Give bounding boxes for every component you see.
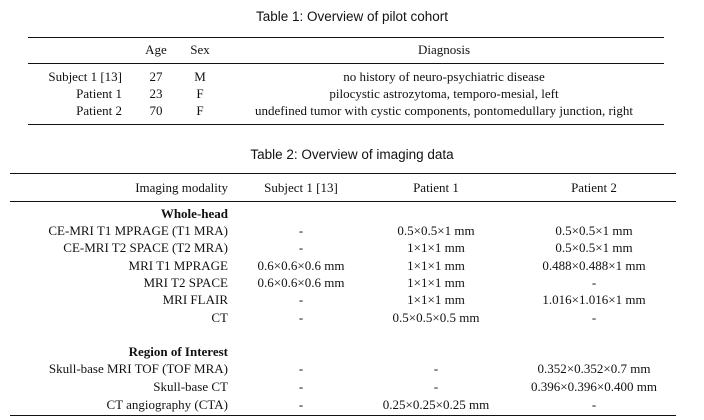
table2-s1-row5-subject1: - — [298, 292, 304, 307]
table1-row2-diagnosis: pilocystic astrozytoma, temporo-mesial, … — [329, 86, 559, 101]
table2-s1-row6-patient1: 0.5×0.5×0.5 mm — [392, 310, 480, 325]
table2-header-patient1: Patient 1 — [413, 180, 459, 195]
table2-s2-row2-modality: Skull-base CT — [153, 379, 228, 394]
table2-header-modality: Imaging modality — [135, 180, 228, 195]
table2-s1-row3-modality: MRI T1 MPRAGE — [128, 258, 228, 273]
table1-row3-subject: Patient 2 — [76, 103, 122, 118]
table2-s1-row6-patient2: - — [591, 310, 597, 325]
table2-s1-row1-modality: CE-MRI T1 MPRAGE (T1 MRA) — [48, 223, 228, 238]
table1-header-sex: Sex — [190, 42, 210, 57]
table2-s1-row4-patient1: 1×1×1 mm — [407, 275, 465, 290]
table2-s1-row6-subject1: - — [298, 310, 304, 325]
table2-s1-row5-patient1: 1×1×1 mm — [407, 292, 465, 307]
table2-s1-row1-patient2: 0.5×0.5×1 mm — [555, 223, 633, 238]
table2-s1-row1-patient1: 0.5×0.5×1 mm — [397, 223, 475, 238]
table1-header-diagnosis: Diagnosis — [418, 42, 470, 57]
table2-s2-row1-modality: Skull-base MRI TOF (TOF MRA) — [48, 361, 228, 376]
table2-s1-row3-subject1: 0.6×0.6×0.6 mm — [257, 258, 345, 273]
table1-row2-age: 23 — [149, 86, 163, 101]
table1-row2-subject: Patient 1 — [76, 86, 122, 101]
table2-s2-row1-patient2: 0.352×0.352×0.7 mm — [537, 361, 651, 376]
table2-s1-row5-patient2: 1.016×1.016×1 mm — [542, 292, 646, 307]
table1-row1-age: 27 — [149, 69, 163, 84]
table2-s2-row1-subject1: - — [298, 361, 304, 376]
table2-s2-row2-patient2: 0.396×0.396×0.400 mm — [531, 379, 657, 394]
table2-caption: Table 2: Overview of imaging data — [250, 147, 454, 162]
table2-s1-row4-modality: MRI T2 SPACE — [143, 275, 228, 290]
table2-top-rule — [10, 173, 676, 175]
table1-row3-diagnosis: undefined tumor with cystic components, … — [254, 103, 633, 118]
table1-row3-age: 70 — [149, 103, 163, 118]
table2-s1-row2-patient2: 0.5×0.5×1 mm — [555, 240, 633, 255]
table2-s1-row2-patient1: 1×1×1 mm — [407, 240, 465, 255]
table2-header-subject1: Subject 1 [13] — [264, 180, 338, 195]
table2-s2-row2-subject1: - — [298, 379, 304, 394]
table2-s1-row3-patient1: 1×1×1 mm — [407, 258, 465, 273]
table1-bottom-rule — [28, 124, 664, 126]
table2-s2-row3-modality: CT angiography (CTA) — [106, 397, 228, 412]
table1-row1-subject: Subject 1 [13] — [48, 69, 122, 84]
table2-s1-row1-subject1: - — [298, 223, 304, 238]
table1-top-rule — [28, 37, 664, 39]
table1-row3-sex: F — [196, 103, 204, 118]
table1-mid-rule — [28, 63, 664, 64]
table2-bottom-rule — [10, 415, 676, 417]
table1-header-age: Age — [145, 42, 167, 57]
table2-s2-row3-patient1: 0.25×0.25×0.25 mm — [382, 397, 490, 412]
table2-section-whole-head: Whole-head — [160, 206, 228, 221]
table2-s1-row2-modality: CE-MRI T2 SPACE (T2 MRA) — [63, 240, 228, 255]
table1-row1-sex: M — [194, 69, 206, 84]
table2-s1-row3-patient2: 0.488×0.488×1 mm — [542, 258, 646, 273]
table2-s2-row3-subject1: - — [298, 397, 304, 412]
table1-caption: Table 1: Overview of pilot cohort — [255, 9, 449, 24]
table2-s2-row2-patient1: - — [433, 379, 439, 394]
table2-s1-row2-subject1: - — [298, 240, 304, 255]
table2-s1-row4-subject1: 0.6×0.6×0.6 mm — [257, 275, 345, 290]
table2-s2-row1-patient1: - — [433, 361, 439, 376]
table2-s1-row6-modality: CT — [211, 310, 228, 325]
table2-section-region-of-interest: Region of Interest — [128, 344, 228, 359]
table2-mid-rule — [10, 201, 676, 202]
table1-row2-sex: F — [196, 86, 204, 101]
table2-s1-row4-patient2: - — [591, 275, 597, 290]
table2-s2-row3-patient2: - — [591, 397, 597, 412]
table2-s1-row5-modality: MRI FLAIR — [162, 292, 228, 307]
table2-header-patient2: Patient 2 — [571, 180, 617, 195]
table1-row1-diagnosis: no history of neuro-psychiatric disease — [343, 69, 545, 84]
